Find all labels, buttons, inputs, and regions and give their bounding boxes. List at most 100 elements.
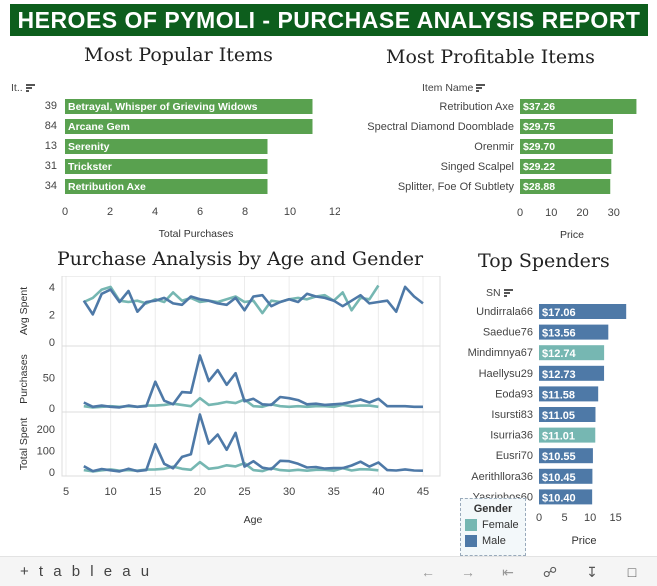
- profitable-bar: [520, 99, 637, 114]
- x-axis-label: Price: [571, 535, 596, 547]
- x-tick-label: 0: [62, 206, 68, 218]
- gender-legend[interactable]: Gender Female Male: [460, 498, 526, 556]
- item-id-label: 31: [45, 160, 57, 172]
- profitable-field-label: Item Name: [422, 82, 474, 94]
- popular-bar-label: Betrayal, Whisper of Grieving Widows: [68, 101, 258, 113]
- popular-bar-label: Arcane Gem: [68, 121, 130, 133]
- x-tick-label: 10: [284, 206, 296, 218]
- y-tick-label: 200: [37, 424, 55, 436]
- age-gender-chart: 0 2 4 Avg Spent 0 50 Purchases 0 100 200 Total Spe…: [18, 276, 441, 526]
- download-icon[interactable]: ↧: [586, 564, 598, 580]
- spender-bar-label: $13.56: [542, 328, 576, 340]
- spenders-field-label: SN: [486, 287, 501, 299]
- sort-icon[interactable]: [503, 289, 513, 297]
- popular-field-header[interactable]: It..: [11, 82, 35, 94]
- popular-items-title: Most Popular Items: [84, 44, 273, 66]
- profitable-bar-label: $29.70: [523, 141, 555, 153]
- spender-bar: [539, 304, 627, 319]
- x-tick-label: 30: [283, 486, 295, 498]
- popular-bar-label: Serenity: [68, 141, 110, 153]
- spender-bar: [539, 324, 609, 340]
- profitable-bar-label: $37.26: [523, 101, 555, 113]
- spenders-field-header[interactable]: SN: [486, 287, 513, 299]
- x-tick-label: 0: [536, 512, 542, 524]
- spender-name-label: Isursti83: [491, 409, 533, 421]
- popular-items-chart: 39 Betrayal, Whisper of Grieving Widows 84…: [45, 99, 340, 240]
- redo-icon[interactable]: →: [461, 564, 475, 580]
- x-tick-label: 40: [372, 486, 384, 498]
- spender-bar: [539, 407, 596, 422]
- age-gender-title: Purchase Analysis by Age and Gender: [57, 248, 424, 270]
- spender-bar: [539, 365, 605, 381]
- y-tick-label: 2: [49, 309, 55, 321]
- tableau-toolbar: + t a b l e a u ← → ⇤ ☍ ↧ □: [0, 556, 657, 586]
- x-tick-label: 5: [63, 486, 69, 498]
- series-line-male: [83, 354, 423, 409]
- spender-bar-label: $17.06: [542, 307, 576, 319]
- x-tick-label: 15: [610, 512, 622, 524]
- legend-title: Gender: [473, 503, 513, 515]
- item-id-label: 84: [45, 120, 57, 132]
- fullscreen-icon[interactable]: □: [627, 564, 637, 580]
- profitable-bar-label: $28.88: [523, 181, 555, 193]
- x-axis-label: Total Purchases: [159, 228, 234, 240]
- x-axis-label: Price: [560, 229, 584, 241]
- legend-item-male[interactable]: Male: [465, 535, 525, 548]
- x-tick-label: 2: [107, 206, 113, 218]
- sort-icon[interactable]: [25, 84, 35, 92]
- x-tick-label: 10: [584, 512, 596, 524]
- spender-name-label: Isurria36: [490, 430, 533, 442]
- spender-bar: [539, 386, 599, 402]
- profitable-field-header[interactable]: Item Name: [422, 82, 486, 94]
- series-line-male: [83, 413, 424, 473]
- profitable-bar: [520, 119, 613, 134]
- profitable-bar: [520, 139, 613, 154]
- popular-field-label: It..: [11, 82, 23, 94]
- item-name-label: Splitter, Foe Of Subtlety: [398, 181, 515, 193]
- popular-bar: [65, 139, 268, 154]
- spender-name-label: Aerithllora36: [471, 471, 533, 483]
- x-tick-label: 6: [197, 206, 203, 218]
- x-axis-label: Age: [244, 514, 263, 526]
- y-axis-label: Avg Spent: [18, 287, 30, 335]
- spender-name-label: Haellysu29: [479, 368, 533, 380]
- popular-bar: [65, 159, 268, 174]
- y-tick-label: 4: [49, 282, 55, 294]
- x-tick-label: 8: [242, 206, 248, 218]
- popular-bar: [65, 119, 313, 134]
- top-spenders-title: Top Spenders: [478, 250, 610, 272]
- x-tick-label: 10: [105, 486, 117, 498]
- y-axis-label: Purchases: [18, 354, 30, 404]
- legend-label-female: Female: [482, 519, 519, 531]
- profitable-bar: [520, 159, 612, 174]
- profitable-items-chart: Retribution Axe $37.26 Spectral Diamond Do…: [367, 99, 637, 241]
- spender-bar-label: $10.55: [542, 451, 576, 463]
- share-icon[interactable]: ☍: [542, 564, 558, 580]
- undo-icon[interactable]: ←: [421, 564, 435, 580]
- x-tick-label: 25: [238, 486, 250, 498]
- revert-icon[interactable]: ⇤: [502, 564, 514, 580]
- item-name-label: Retribution Axe: [439, 101, 514, 113]
- spender-name-label: Eoda93: [495, 388, 533, 400]
- spender-bar-label: $11.05: [542, 410, 575, 422]
- top-spenders-chart: Undirrala66 $17.06 Saedue76 $13.56 Mindimnya…: [468, 304, 627, 547]
- spender-bar-label: $11.58: [542, 389, 575, 401]
- legend-item-female[interactable]: Female: [465, 519, 525, 532]
- spender-bar: [539, 427, 596, 443]
- spender-bar: [539, 489, 593, 505]
- x-tick-label: 45: [417, 486, 429, 498]
- panel-frame: [61, 276, 441, 347]
- item-name-label: Singed Scalpel: [441, 161, 514, 173]
- series-line-male: [82, 285, 424, 316]
- profitable-bar-label: $29.22: [523, 161, 555, 173]
- report-banner: HEROES OF PYMOLI - PURCHASE ANALYSIS REP…: [10, 4, 648, 36]
- spender-bar: [539, 345, 605, 361]
- x-tick-label: 15: [149, 486, 161, 498]
- tableau-logo[interactable]: + t a b l e a u: [20, 563, 153, 580]
- y-tick-label: 50: [43, 372, 55, 384]
- male-swatch: [465, 535, 477, 548]
- sort-icon[interactable]: [476, 84, 486, 92]
- spender-bar-label: $12.74: [542, 348, 577, 360]
- item-id-label: 39: [45, 100, 57, 112]
- profitable-bar: [520, 179, 611, 194]
